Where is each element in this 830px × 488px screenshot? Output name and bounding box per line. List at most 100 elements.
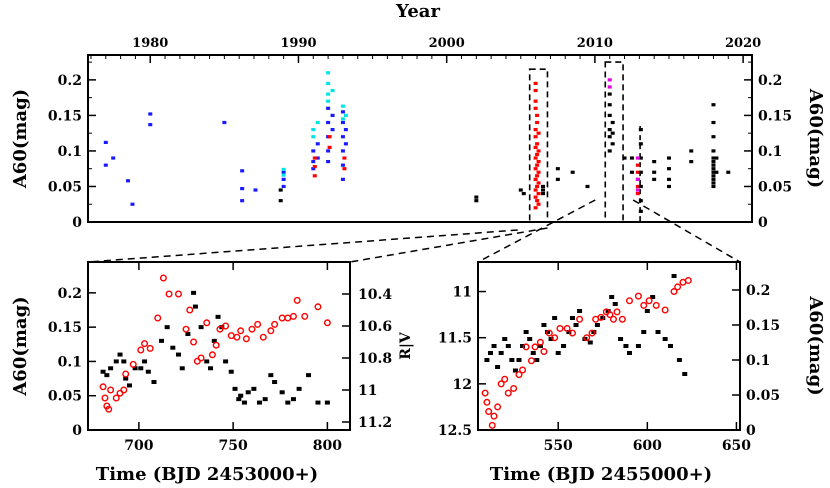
bl-point-a60 — [211, 338, 217, 343]
br-point-v — [515, 371, 523, 379]
top-point-black — [585, 184, 590, 189]
bl-plot-frame — [87, 261, 351, 431]
br-point-a60 — [569, 316, 575, 320]
br-point-v — [483, 398, 491, 406]
bl-point-a60 — [245, 390, 251, 395]
bl-point-r — [323, 319, 331, 327]
bl-point-a60 — [238, 393, 244, 398]
br-point-v — [527, 357, 535, 365]
top-point-black — [652, 159, 657, 164]
top-point-black — [667, 177, 671, 181]
top-point-blue — [343, 128, 348, 132]
bottom-right-panel: 550 600 650 11 11.5 12 12.5 0 0.05 0.1 0.15 0.2 A60(… — [438, 261, 826, 485]
bl-right-tick-label-10.8: 10.8 — [358, 351, 392, 367]
top-y-tick-label-right-0: 0 — [758, 215, 768, 231]
top-point-red — [533, 145, 538, 149]
bl-x-tick-label-750: 750 — [219, 438, 248, 454]
bl-point-a60 — [279, 390, 285, 395]
bl-point-a60 — [170, 345, 176, 350]
bl-point-r — [293, 296, 301, 304]
top-point-black — [622, 156, 627, 160]
connector-line — [87, 229, 518, 263]
br-point-a60 — [516, 358, 522, 362]
top-point-blue — [281, 184, 286, 189]
bl-point-r — [154, 314, 162, 322]
br-point-v — [504, 389, 512, 397]
br-point-v — [684, 276, 692, 284]
bl-point-r — [289, 312, 297, 320]
bl-y-tick-label-0.05: 0.05 — [48, 389, 82, 405]
br-point-a60 — [662, 337, 668, 341]
bl-point-a60 — [138, 366, 144, 371]
top-point-black — [607, 92, 612, 96]
top-point-red — [536, 149, 541, 153]
top-point-blue — [103, 140, 108, 145]
bl-point-a60 — [285, 400, 291, 405]
br-point-a60 — [548, 337, 554, 341]
top-point-cyan — [326, 71, 331, 75]
br-point-v — [490, 412, 498, 420]
top-point-blue — [240, 169, 245, 173]
top-y-tick-label-left-0.15: 0.15 — [48, 108, 82, 124]
br-point-a60 — [577, 309, 583, 313]
bl-point-a60 — [123, 376, 129, 381]
br-point-a60 — [609, 295, 615, 299]
top-point-black — [521, 191, 526, 196]
top-point-blue — [148, 112, 153, 116]
top-point-magenta — [607, 85, 612, 89]
bl-point-a60 — [145, 369, 151, 374]
top-y-tick-label-right-0.1: 0.1 — [758, 144, 782, 160]
br-left-tick-label-12: 12 — [453, 377, 472, 393]
br-point-a60 — [600, 316, 606, 320]
top-point-blue — [240, 199, 245, 203]
top-point-blue — [311, 149, 316, 153]
top-point-cyan — [330, 88, 335, 93]
top-point-black — [711, 184, 716, 189]
top-point-black — [638, 156, 643, 160]
top-point-blue — [311, 167, 316, 171]
top-point-red — [535, 163, 540, 167]
top-point-red — [533, 81, 538, 86]
br-point-v — [583, 334, 591, 342]
br-y-tick-label-0.15: 0.15 — [746, 318, 780, 334]
br-point-a60 — [594, 323, 600, 327]
top-point-black — [714, 156, 719, 160]
top-point-blue — [103, 163, 108, 167]
br-point-v — [597, 313, 605, 321]
bl-x-tick-label-800: 800 — [313, 438, 342, 454]
br-point-v — [609, 315, 617, 323]
br-point-v — [613, 308, 621, 316]
bl-point-r — [237, 327, 245, 335]
top-point-magenta — [635, 156, 640, 160]
br-point-a60 — [537, 344, 543, 348]
top-point-black — [689, 159, 694, 164]
bl-point-r — [129, 360, 137, 368]
br-point-v — [497, 380, 505, 388]
bl-point-a60 — [192, 304, 198, 309]
bl-point-r — [137, 346, 145, 354]
top-point-black — [638, 142, 643, 146]
top-point-black — [629, 170, 634, 174]
bl-point-r — [254, 320, 262, 328]
br-point-a60 — [650, 295, 656, 299]
br-point-v — [540, 348, 548, 356]
bl-right-tick-label-10.6: 10.6 — [358, 319, 392, 335]
top-y-tick-label-left-0: 0 — [72, 215, 82, 231]
top-point-blue — [222, 120, 227, 125]
bl-point-r — [242, 335, 250, 343]
bl-point-a60 — [117, 352, 123, 357]
top-point-black — [711, 159, 716, 164]
top-point-blue — [340, 110, 345, 114]
top-point-red — [535, 142, 540, 146]
top-point-black — [607, 103, 612, 107]
top-point-red — [536, 170, 541, 174]
br-point-a60 — [484, 358, 490, 362]
br-point-a60 — [509, 358, 515, 362]
connector-line — [477, 199, 596, 263]
bl-point-a60 — [272, 380, 278, 384]
top-year-tick-label-1990: 1990 — [280, 36, 316, 51]
top-point-black — [541, 191, 546, 196]
br-point-v — [545, 329, 553, 337]
top-point-red — [533, 156, 538, 160]
top-point-black — [638, 170, 643, 174]
